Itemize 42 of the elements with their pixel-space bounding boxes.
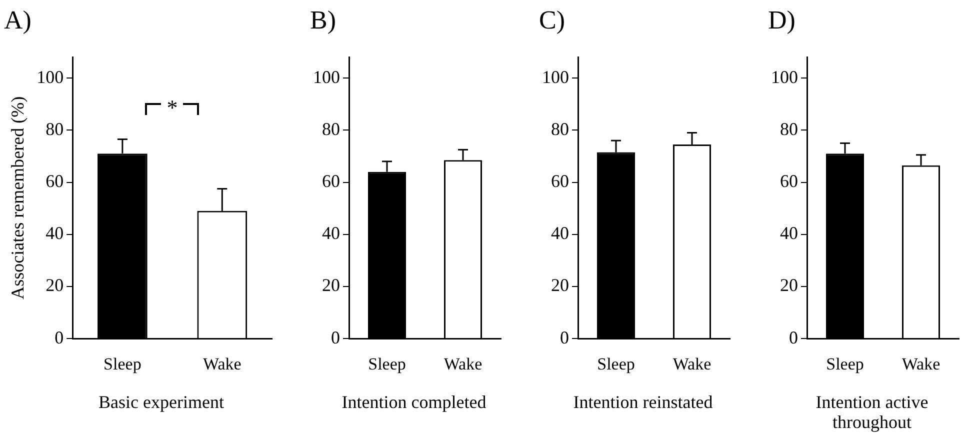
y-tick-label: 0 [54, 327, 64, 348]
chart-title: D) [768, 5, 796, 34]
y-tick-label: 80 [322, 118, 340, 139]
y-tick-label: 100 [36, 66, 64, 87]
y-tick-label: 0 [789, 327, 798, 348]
x-tick-label: Sleep [597, 354, 635, 374]
x-tick-label: Sleep [368, 354, 406, 374]
y-tick-label: 60 [322, 171, 340, 191]
y-tick-label: 100 [542, 66, 569, 87]
y-tick-label: 60 [551, 171, 569, 191]
y-tick-label: 20 [551, 275, 569, 296]
x-tick-label: Wake [444, 354, 482, 374]
x-tick-label: Wake [902, 354, 940, 374]
y-tick-label: 0 [560, 327, 569, 348]
chart-title: C) [539, 5, 565, 34]
x-axis-title: Intention active throughout [814, 392, 930, 432]
y-tick-label: 0 [331, 327, 340, 348]
chart-title: B) [310, 5, 336, 34]
x-axis-title: Basic experiment [98, 392, 226, 412]
y-tick-label: 20 [322, 275, 340, 296]
y-tick-label: 60 [780, 171, 798, 191]
y-tick-label: 80 [46, 118, 64, 139]
chart-title: A) [4, 5, 32, 34]
y-tick-label: 100 [313, 66, 340, 87]
y-tick-label: 100 [771, 66, 798, 87]
y-tick-label: 80 [551, 118, 569, 139]
y-tick-label: 40 [551, 223, 569, 244]
x-tick-label: Wake [672, 354, 712, 374]
y-axis-title: Associates remembered (%) [8, 96, 28, 300]
y-tick-label: 20 [780, 275, 798, 296]
y-tick-label: 20 [46, 275, 64, 296]
x-axis-title: Intention reinstated [572, 392, 714, 412]
x-axis-title: Intention completed [340, 392, 488, 412]
x-tick-label: Sleep [826, 354, 864, 374]
annotation: * [166, 95, 178, 120]
y-tick-label: 40 [322, 223, 340, 244]
y-tick-label: 40 [780, 223, 798, 244]
y-tick-label: 60 [46, 171, 64, 191]
y-tick-label: 40 [46, 223, 64, 244]
x-tick-label: Wake [203, 354, 242, 374]
y-tick-label: 80 [780, 118, 798, 139]
x-tick-label: Sleep [104, 354, 142, 374]
